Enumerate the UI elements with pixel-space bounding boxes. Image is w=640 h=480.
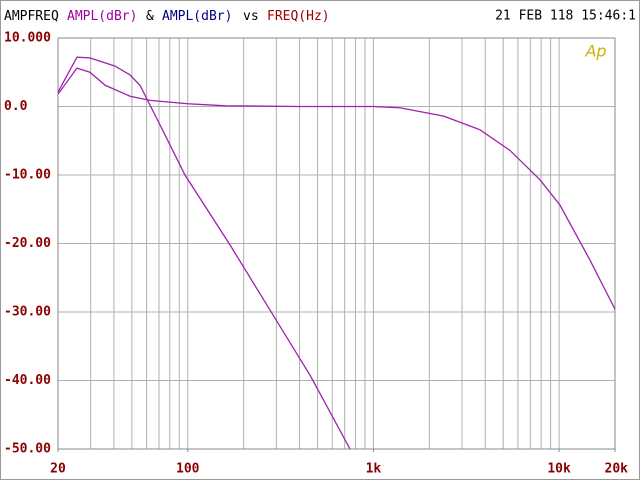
header: AMPFREQ AMPL(dBr) & AMPL(dBr) vs FREQ(Hz… — [4, 9, 330, 24]
y-tick-label: -20.00 — [4, 236, 51, 251]
y-tick-label: -30.00 — [4, 305, 51, 320]
y-tick-label: -50.00 — [4, 442, 51, 457]
x-tick-label: 100 — [176, 462, 200, 477]
x-tick-label: 1k — [366, 462, 382, 477]
y-tick-label: 10.000 — [4, 31, 51, 46]
x-tick-label: 10k — [547, 462, 571, 477]
plot-border — [57, 37, 616, 450]
joiner: & — [146, 9, 154, 24]
versus: vs — [243, 9, 259, 24]
series-label: AMPL(dBr) — [162, 9, 232, 24]
series-label: AMPL(dBr) — [67, 9, 137, 24]
x-tick-label: 20k — [605, 462, 629, 477]
y-tick-label: -10.00 — [4, 168, 51, 183]
x-tick-label: 20 — [50, 462, 66, 477]
series-line — [58, 56, 351, 449]
chart-title: AMPFREQ — [4, 9, 59, 24]
plot-area — [58, 56, 615, 449]
timestamp: 21 FEB 118 15:46:1 — [495, 9, 636, 24]
series-line — [58, 67, 615, 310]
logo: Ap — [584, 42, 606, 61]
x-axis-label: FREQ(Hz) — [267, 9, 330, 24]
y-tick-label: -40.00 — [4, 373, 51, 388]
y-tick-label: 0.0 — [4, 99, 28, 114]
